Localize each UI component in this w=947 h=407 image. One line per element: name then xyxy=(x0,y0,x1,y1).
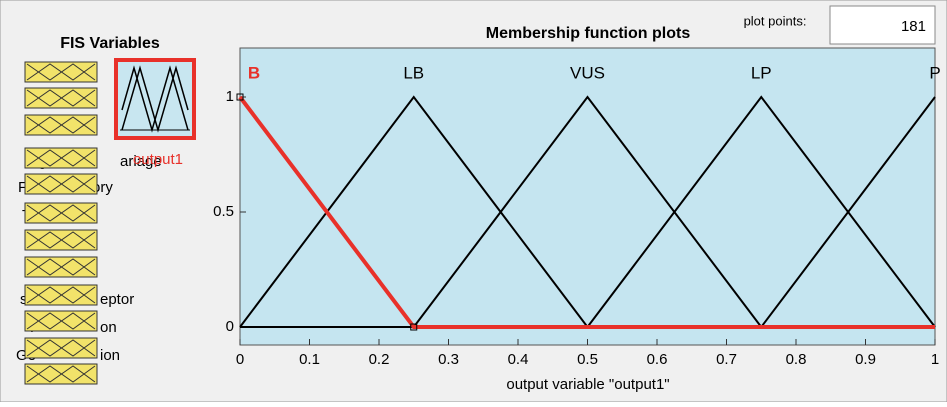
output-label: output1 xyxy=(133,151,183,168)
plot-area xyxy=(239,47,936,346)
x-tick-label: 0.2 xyxy=(369,351,390,368)
input-icon xyxy=(26,204,96,222)
chart-title: Membership function plots xyxy=(486,25,691,42)
mf-label: P xyxy=(929,63,940,82)
y-tick-label: 0 xyxy=(226,318,234,335)
x-tick-label: 0.6 xyxy=(647,351,668,368)
input-icon xyxy=(26,175,96,193)
x-tick-label: 0.5 xyxy=(577,351,598,368)
plot: 0 0.1 0.2 0.3 0.4 0.5 0.6 0.7 0.8 0.9 1 0 0.5 1 P LP VUS… xyxy=(213,63,941,367)
input-label: eptor xyxy=(100,291,134,308)
input-icon xyxy=(26,89,96,107)
mf-label: LB xyxy=(403,63,424,82)
x-tick-label: 0 xyxy=(236,351,244,368)
y-tick-label: 1 xyxy=(226,88,234,105)
x-tick-label: 0.4 xyxy=(508,351,529,368)
input-icon xyxy=(26,116,96,134)
input-variables: ugariageFaoryTestreptorPonGeion xyxy=(16,61,162,385)
panel-title: FIS Variables xyxy=(60,35,160,52)
vertex-handle xyxy=(236,93,244,101)
plot-points-input[interactable] xyxy=(829,5,936,45)
input-label: ariage xyxy=(120,153,162,170)
x-tick-label: 0.7 xyxy=(716,351,737,368)
x-axis-label: output variable "output1" xyxy=(506,376,669,393)
output-box[interactable] xyxy=(114,58,196,140)
x-tick-label: 0.8 xyxy=(786,351,807,368)
mf-label: B xyxy=(248,63,260,82)
x-tick-label: 0.3 xyxy=(438,351,459,368)
plot-points-label: plot points: xyxy=(744,13,807,28)
plot-points-value[interactable]: 181 xyxy=(901,18,926,35)
input-label: ion xyxy=(100,347,120,364)
vertex-handle xyxy=(410,323,418,331)
output-variable[interactable] xyxy=(114,58,196,140)
x-tick-label: 1 xyxy=(931,351,939,368)
input-icon xyxy=(26,339,96,357)
input-icon xyxy=(26,312,96,330)
input-icon xyxy=(26,258,96,276)
mf-label: LP xyxy=(751,63,772,82)
y-tick-label: 0.5 xyxy=(213,203,234,220)
input-icon xyxy=(26,149,96,167)
mf-label: VUS xyxy=(570,63,605,82)
input-icon xyxy=(26,286,96,304)
input-label: on xyxy=(100,319,117,336)
x-tick-label: 0.1 xyxy=(299,351,320,368)
x-tick-label: 0.9 xyxy=(855,351,876,368)
membership-function xyxy=(238,95,935,329)
input-icon xyxy=(26,365,96,383)
input-icon xyxy=(26,231,96,249)
input-icon xyxy=(26,63,96,81)
